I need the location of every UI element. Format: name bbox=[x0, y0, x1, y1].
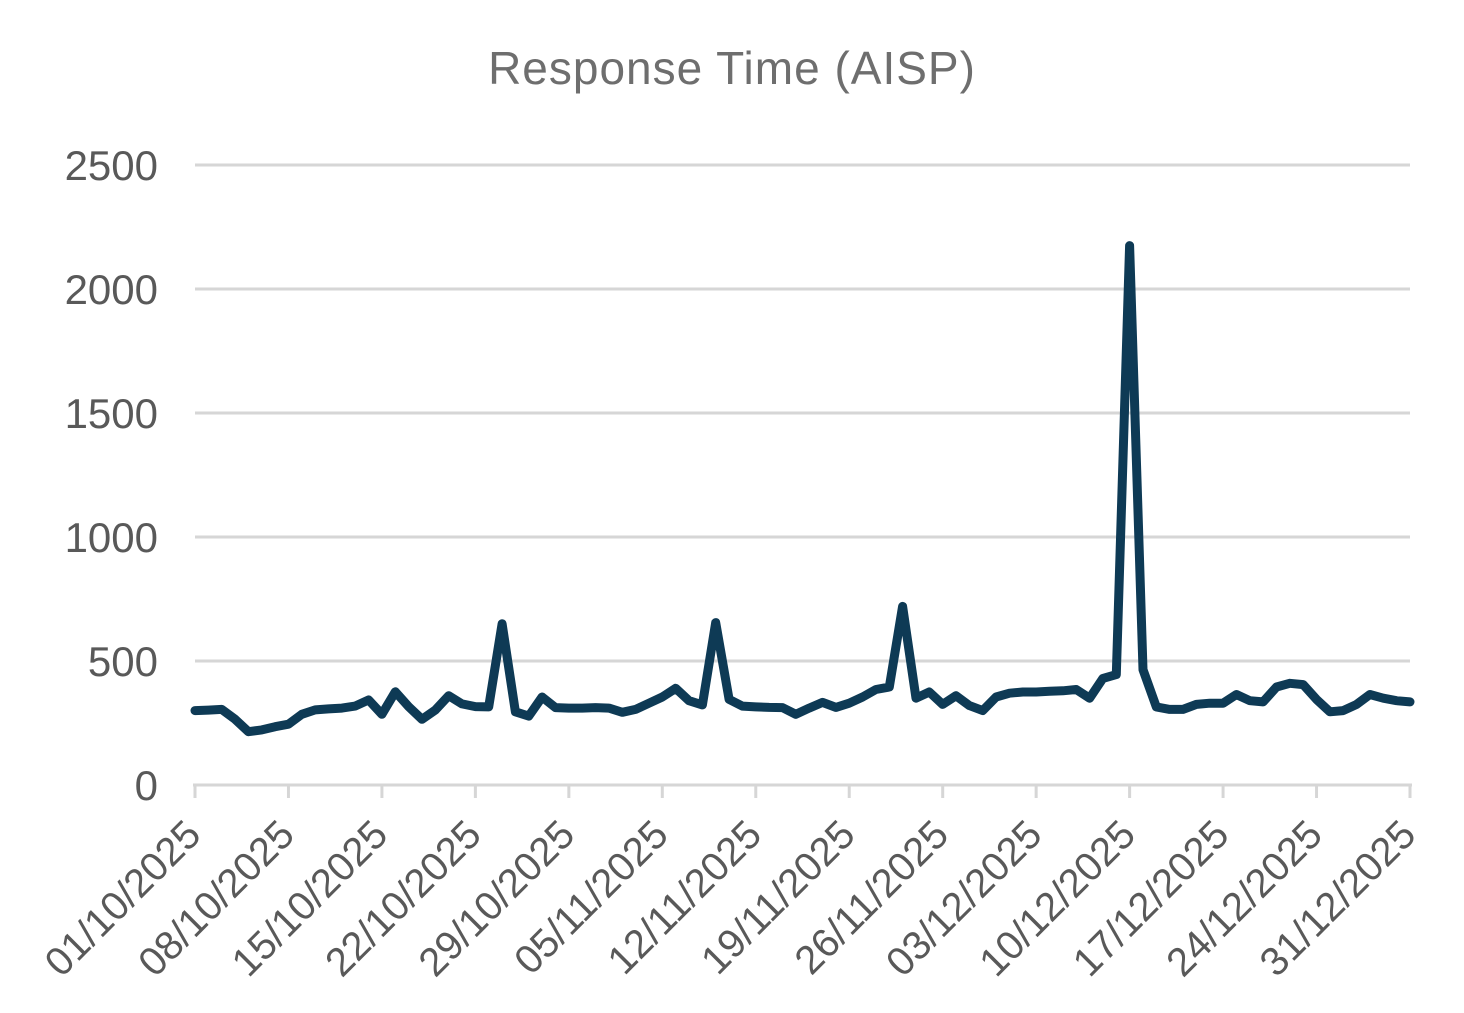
chart-title: Response Time (AISP) bbox=[488, 42, 976, 94]
y-tick-label: 1000 bbox=[65, 514, 158, 561]
y-tick-label: 500 bbox=[88, 638, 158, 685]
y-tick-label: 2000 bbox=[65, 266, 158, 313]
y-tick-label: 1500 bbox=[65, 390, 158, 437]
y-tick-label: 0 bbox=[135, 762, 158, 809]
y-tick-label: 2500 bbox=[65, 142, 158, 189]
response-time-series-line bbox=[190, 241, 1415, 737]
plot-area: 0500100015002000250001/10/202508/10/2025… bbox=[37, 142, 1425, 985]
